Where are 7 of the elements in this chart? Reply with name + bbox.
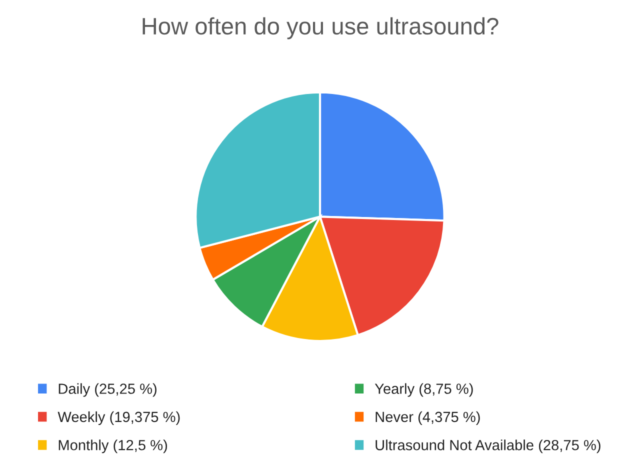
legend-label: Monthly (12,5 %): [58, 440, 167, 454]
chart-title: How often do you use ultrasound?: [142, 17, 498, 40]
legend-label: Ultrasound Not Available (28,75 %): [376, 440, 600, 454]
legend-label: Weekly (19,375 %): [58, 411, 180, 425]
legend-label: Yearly (8,75 %): [374, 383, 473, 397]
legend-label: Daily (25,25 %): [58, 383, 156, 397]
legend-label: Never (4,375 %): [376, 411, 480, 425]
